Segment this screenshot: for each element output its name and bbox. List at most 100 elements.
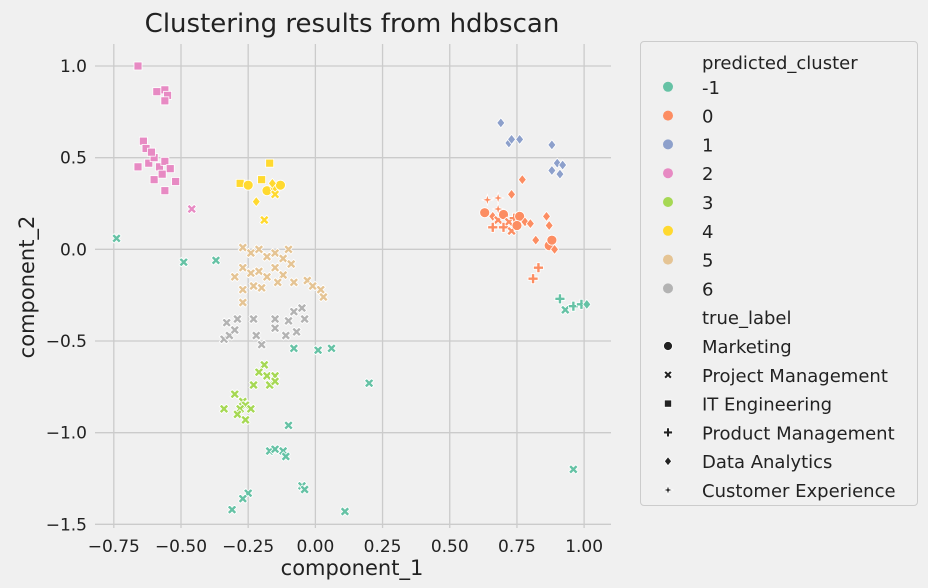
data-point [312,344,324,356]
data-point [496,117,506,129]
x-axis-label: component_1 [281,556,424,581]
data-point [256,339,267,350]
data-point [269,443,281,455]
data-point [171,177,181,186]
data-point [288,343,300,354]
data-point [152,87,162,97]
data-point [576,298,587,310]
data-point [269,313,281,325]
data-point [157,169,167,179]
data-point [248,379,259,391]
data-point [269,322,281,334]
y-tick-label: −1.5 [46,515,87,535]
data-point [160,96,170,106]
data-point [269,189,281,200]
data-point [507,188,517,200]
data-point [507,133,517,145]
x-tick-label: −0.50 [155,537,207,557]
x-axis-ticks: −0.75 −0.50 −0.25 0.00 0.25 0.50 0.75 1.00 [88,537,603,557]
data-point [547,164,557,177]
data-point [525,218,535,230]
data-point [248,313,259,325]
data-point [544,219,554,232]
data-point [517,174,527,186]
data-point [479,207,491,219]
data-point [550,243,560,255]
data-point [237,297,249,308]
data-point [160,186,170,196]
data-point [253,266,265,277]
data-points [111,61,592,517]
data-point [511,220,523,231]
data-point [269,247,281,259]
data-point [363,377,375,389]
data-point [283,420,294,431]
data-point [307,280,318,292]
y-tick-label: −1.0 [46,424,87,444]
x-tick-label: 0.50 [431,537,469,557]
data-point [291,326,302,338]
data-point [111,233,122,244]
data-point [178,256,189,268]
data-point [315,284,326,295]
data-point [229,271,240,283]
x-tick-label: 0.00 [296,537,334,557]
data-point [147,147,156,157]
data-point [240,414,251,426]
data-point [165,164,175,174]
data-point [229,324,240,336]
data-point [546,234,558,246]
data-point [533,262,544,274]
legend-frame [640,41,918,506]
data-point [218,403,230,415]
data-point [283,315,294,327]
data-point [487,221,499,233]
data-point [515,133,525,145]
x-tick-label: 0.75 [498,537,536,557]
data-point [221,317,232,328]
data-point [253,366,265,378]
y-tick-label: 0.0 [60,240,87,260]
data-point [261,370,273,382]
data-point [568,464,579,475]
data-point [160,156,170,166]
data-point [285,258,297,270]
data-point [256,282,267,294]
y-axis-label: component_2 [15,216,40,359]
data-point [267,177,277,189]
data-point [491,202,506,216]
data-point [296,302,308,314]
x-tick-label: −0.75 [88,537,140,557]
data-point [541,210,552,222]
data-point [186,203,197,215]
data-point [560,304,571,316]
data-point [288,306,300,317]
data-point [237,284,249,295]
data-point [245,403,257,415]
data-point [265,158,275,168]
data-point [133,61,143,71]
data-point [138,136,148,146]
data-point [318,291,329,303]
data-point [232,409,243,420]
x-tick-label: 0.25 [364,537,402,557]
data-point [259,214,270,226]
data-point [299,313,310,325]
data-point [531,234,541,246]
data-point [226,504,238,515]
data-point [582,298,592,310]
data-point [491,191,506,205]
data-point [326,343,337,354]
data-point [133,162,143,172]
data-point [248,280,259,292]
x-tick-label: 1.00 [565,537,603,557]
y-tick-label: −0.5 [46,332,87,352]
data-point [272,277,283,288]
data-point [567,300,579,312]
data-point [280,451,292,462]
data-point [339,506,351,517]
grid-lines [95,44,611,528]
data-point [242,179,254,191]
data-point [261,251,273,262]
